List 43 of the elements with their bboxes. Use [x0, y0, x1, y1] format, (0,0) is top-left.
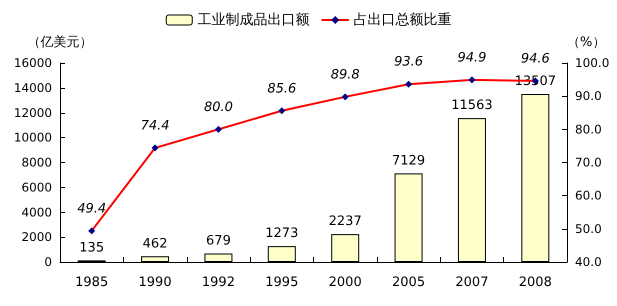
- data-label: 49.4: [77, 201, 106, 216]
- data-label: 2237: [328, 214, 362, 230]
- data-label: 11563: [451, 98, 493, 114]
- y-tick-label: 10000: [14, 130, 52, 145]
- y2-tick-label: 80.0: [575, 122, 602, 136]
- data-label: 94.9: [457, 50, 486, 66]
- x-tick-label: 2007: [455, 275, 488, 290]
- y-tick-label: 0: [44, 255, 52, 269]
- y-tick-label: 6000: [21, 180, 52, 194]
- y-axis-title: （亿美元）: [28, 34, 92, 50]
- y-tick-label: 12000: [14, 106, 52, 120]
- data-label: 85.6: [267, 81, 296, 96]
- y2-tick-label: 60.0: [575, 188, 602, 203]
- data-label: 94.6: [520, 51, 550, 66]
- y2-tick-label: 90.0: [575, 89, 602, 104]
- data-label: 462: [142, 236, 168, 252]
- data-label: 74.4: [140, 118, 170, 134]
- y2-axis-title: （%）: [567, 35, 606, 50]
- y2-tick-label: 50.0: [575, 222, 602, 236]
- y-tick-label: 2000: [21, 230, 52, 244]
- y-tick-label: 4000: [21, 205, 52, 220]
- legend-label: 工业制成品出口额: [197, 12, 310, 28]
- data-label: 1273: [265, 226, 298, 242]
- data-label: 679: [206, 234, 231, 249]
- x-tick-label: 1990: [138, 275, 172, 290]
- x-tick-label: 2008: [518, 275, 552, 290]
- data-label: 135: [79, 240, 104, 256]
- x-tick-label: 1985: [75, 275, 108, 290]
- x-tick-label: 1995: [265, 275, 298, 290]
- x-tick-label: 2005: [392, 275, 426, 290]
- y2-tick-label: 70.0: [575, 156, 602, 170]
- data-label: 80.0: [204, 100, 233, 115]
- x-tick-label: 1992: [202, 275, 235, 290]
- data-label: 93.6: [394, 54, 424, 70]
- data-label: 7129: [392, 153, 426, 168]
- y-tick-label: 14000: [14, 80, 52, 95]
- y-tick-label: 8000: [21, 156, 52, 170]
- y-tick-label: 16000: [14, 56, 52, 70]
- x-tick-label: 2000: [328, 275, 362, 290]
- y2-tick-label: 100.0: [575, 56, 610, 70]
- legend-label: 占出口总额比重: [353, 12, 452, 28]
- y2-tick-label: 40.0: [575, 255, 602, 269]
- data-label: 89.8: [330, 67, 360, 82]
